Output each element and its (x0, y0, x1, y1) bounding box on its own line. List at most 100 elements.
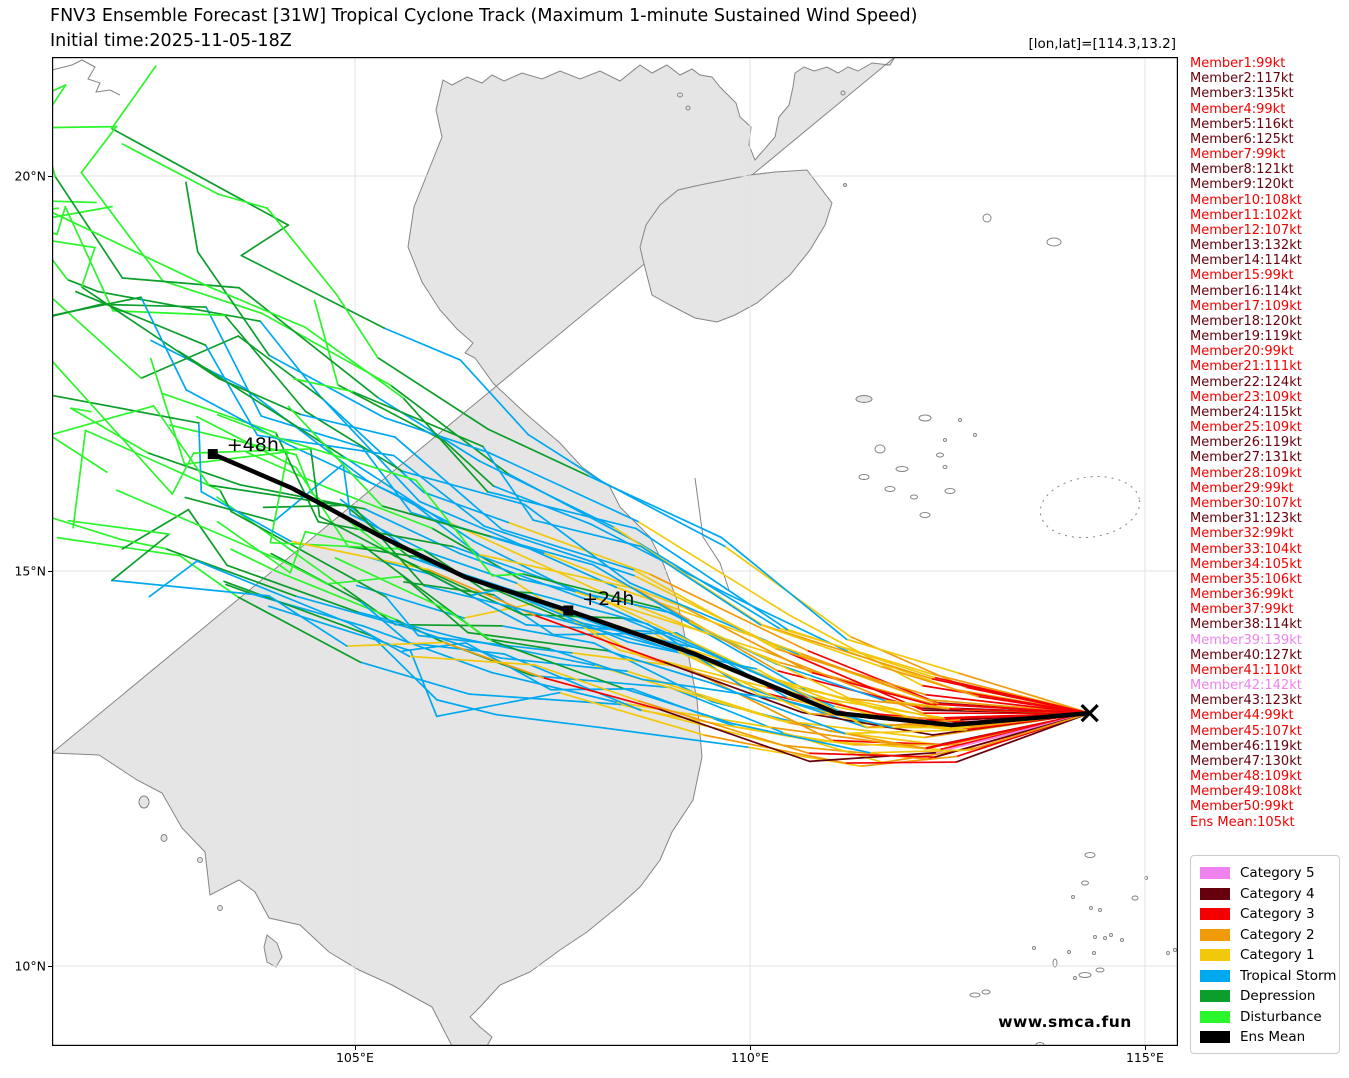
member-list-item: Member41:110kt (1190, 662, 1302, 678)
ensemble-member-track (294, 595, 407, 628)
islet (1071, 895, 1075, 899)
ensemble-member-track (521, 573, 661, 609)
ensemble-member-track (347, 545, 420, 558)
ensemble-member-track (710, 682, 846, 735)
islet (138, 795, 150, 809)
ensemble-member-track (162, 392, 277, 434)
ensemble-member-track (259, 320, 322, 398)
mean-track-layer (207, 449, 1099, 728)
ensemble-member-track (178, 554, 239, 598)
y-tick-mark (48, 965, 52, 967)
ensemble-member-track (64, 205, 114, 312)
ensemble-member-track (318, 515, 472, 597)
ensemble-member-track (362, 625, 493, 674)
ensemble-member-track (775, 647, 926, 696)
ensemble-member-track (478, 460, 614, 528)
ensemble-member-track (487, 451, 639, 523)
ensemble-member-track (230, 510, 387, 598)
ensemble-member-track (570, 652, 686, 668)
ensemble-member-track (458, 552, 608, 608)
ensemble-member-track (459, 359, 530, 436)
ensemble-member-track (626, 670, 790, 724)
ensemble-member-track (224, 314, 307, 413)
ensemble-member-track (376, 396, 481, 462)
ensemble-member-track (69, 407, 149, 454)
ensemble-member-track (80, 246, 96, 288)
ensemble-member-track (527, 433, 603, 483)
ensemble-member-track (542, 552, 686, 609)
ensemble-member-track (491, 573, 524, 577)
legend-swatch (1200, 887, 1230, 900)
legend-label: Category 1 (1240, 947, 1315, 964)
forecast-hour-label: +24h (582, 588, 635, 611)
member-list-item: Member14:114kt (1190, 253, 1302, 269)
ensemble-member-track (52, 516, 123, 541)
ensemble-member-track (187, 508, 228, 567)
legend-row: Ens Mean (1191, 1027, 1339, 1048)
member-list-item: Member15:99kt (1190, 268, 1294, 284)
ensemble-member-track (56, 536, 181, 557)
ensemble-member-track (237, 335, 324, 400)
legend-swatch (1200, 908, 1230, 921)
member-list-item: Member44:99kt (1190, 708, 1294, 724)
member-list-item: Member45:107kt (1190, 723, 1302, 739)
ensemble-member-track (968, 712, 1091, 751)
islet (1103, 936, 1107, 940)
ensemble-member-track (848, 697, 950, 710)
ensemble-tracks-layer (52, 65, 1091, 768)
ensemble-member-track (490, 671, 617, 703)
ensemble-member-track (548, 647, 644, 681)
ensemble-member-track (868, 749, 971, 754)
islet (1073, 976, 1077, 980)
ensemble-member-track (54, 212, 212, 289)
ensemble-member-track (67, 519, 170, 535)
legend-swatch (1200, 1031, 1230, 1044)
ensemble-member-track (558, 691, 705, 736)
member-list-item: Ens Mean:105kt (1190, 814, 1295, 830)
ensemble-member-track (243, 387, 369, 482)
ensemble-member-track (342, 586, 397, 626)
ensemble-member-track (487, 428, 589, 477)
ensemble-member-track (503, 653, 642, 712)
ensemble-member-track (115, 489, 283, 562)
ensemble-member-track (52, 394, 200, 424)
coast-arc (694, 477, 730, 591)
legend-row: Category 2 (1191, 925, 1339, 946)
ensemble-member-track (268, 595, 348, 647)
ensemble-member-track (225, 583, 256, 596)
ensemble-member-track (427, 551, 518, 584)
ensemble-member-track (52, 405, 155, 436)
land-layer (52, 57, 1177, 1046)
legend-row: Category 5 (1191, 863, 1339, 884)
ensemble-member-track (591, 563, 690, 623)
forecast-hour-marker (563, 605, 574, 616)
legend-swatch (1200, 949, 1230, 962)
islet (1089, 906, 1093, 910)
member-list-item: Member6:125kt (1190, 131, 1294, 147)
member-list-item: Member25:109kt (1190, 420, 1302, 436)
member-list-item: Member23:109kt (1190, 389, 1302, 405)
ensemble-member-track (507, 521, 651, 575)
ensemble-member-track (401, 642, 467, 652)
ensemble-member-track (486, 638, 551, 650)
ensemble-member-track (281, 560, 328, 585)
ensemble-member-track (422, 491, 510, 524)
ensemble-member-track (240, 224, 290, 257)
legend-row: Tropical Storm (1191, 966, 1339, 987)
ensemble-member-track (603, 727, 749, 749)
islet (918, 414, 932, 422)
y-tick-label: 10°N (14, 958, 46, 974)
legend-row: Depression (1191, 986, 1339, 1007)
ensemble-member-track (54, 175, 124, 279)
islet (884, 486, 896, 492)
member-list-item: Member21:111kt (1190, 359, 1302, 375)
ensemble-member-track (204, 344, 259, 437)
ensemble-member-track (658, 708, 811, 763)
ensemble-member-track (499, 588, 629, 643)
ensemble-member-track (52, 303, 102, 318)
ensemble-member-track (621, 687, 733, 725)
legend-label: Category 3 (1240, 906, 1315, 923)
ensemble-member-track (356, 611, 457, 639)
ensemble-member-track (217, 193, 268, 209)
ensemble-member-track (111, 579, 270, 597)
